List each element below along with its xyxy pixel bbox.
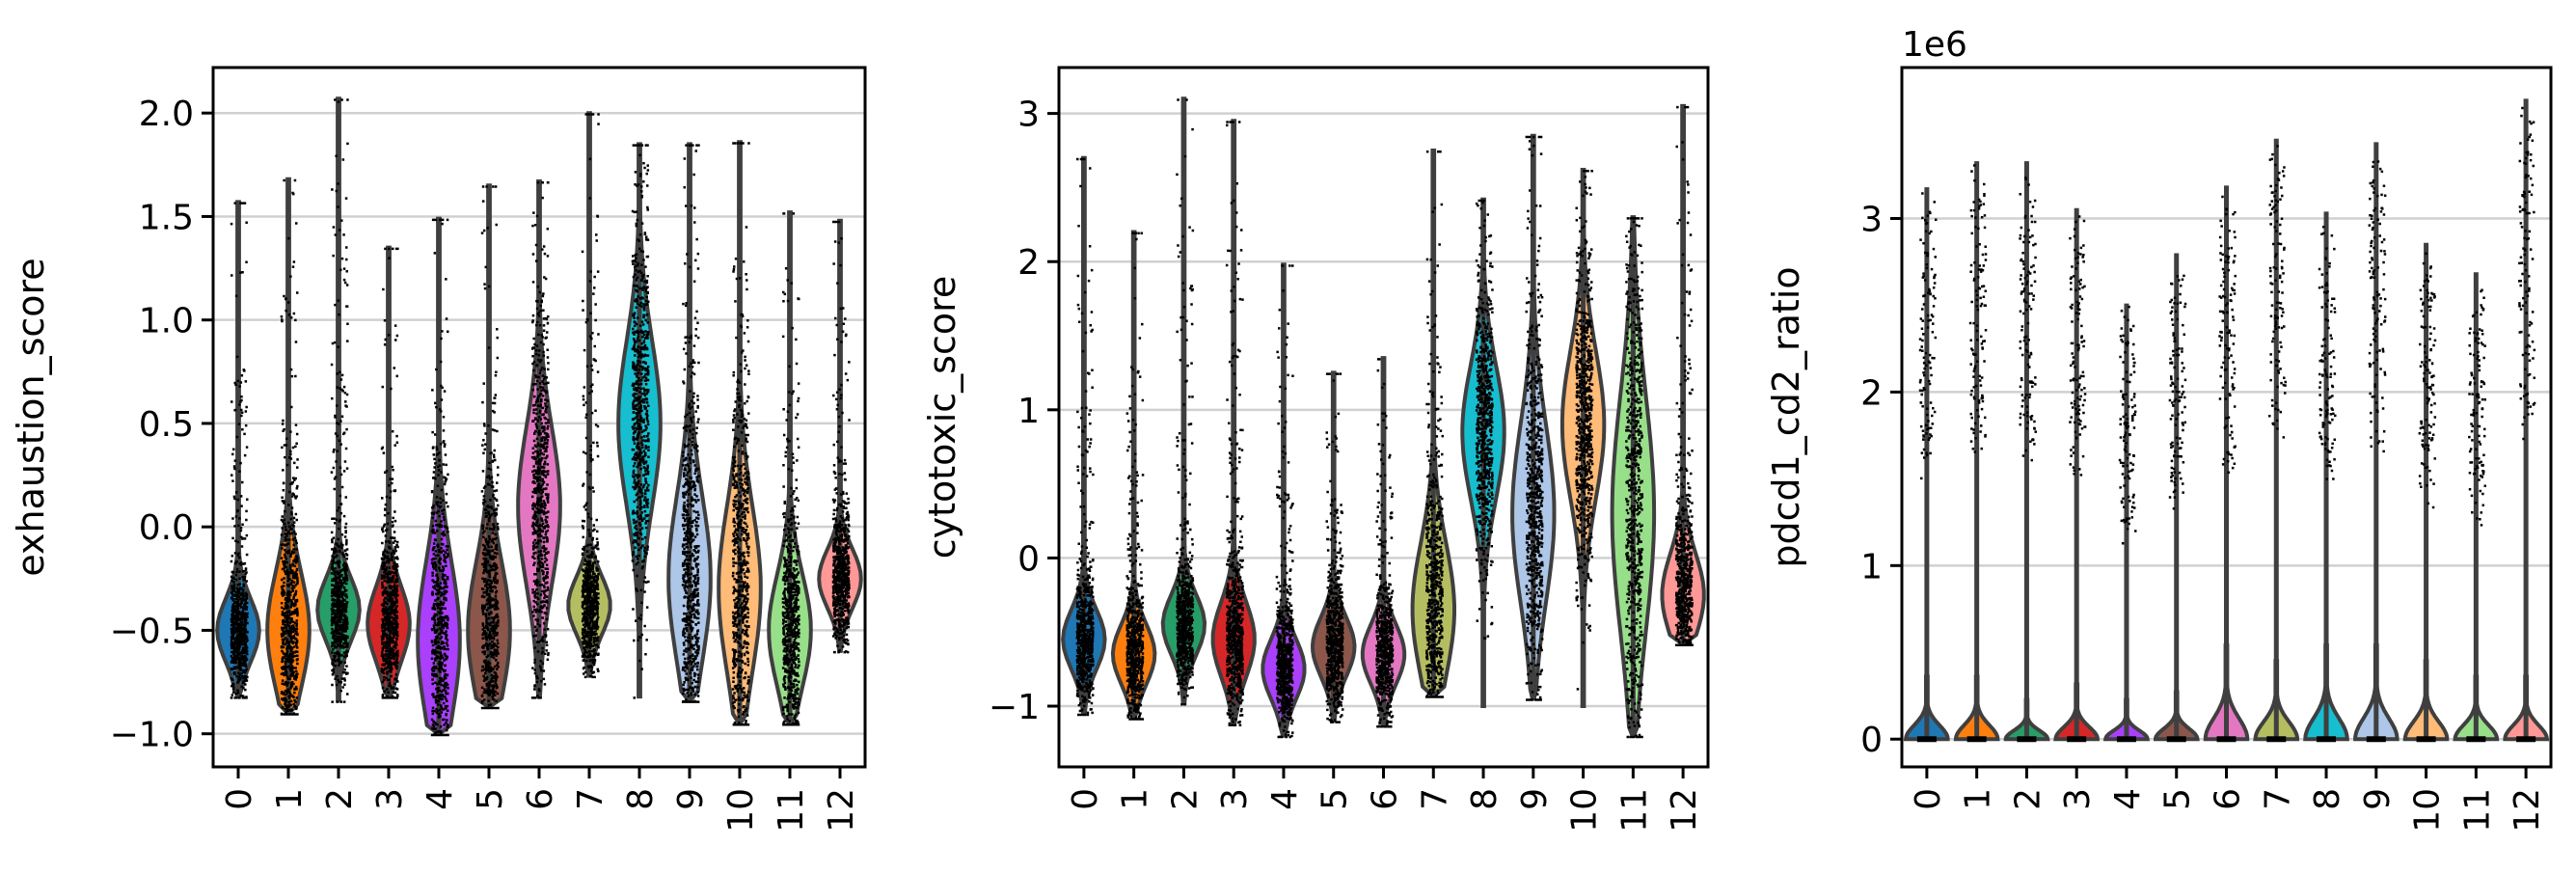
x-tick-label: 7 [2258, 788, 2297, 810]
jitter-points [1525, 135, 1544, 701]
y-tick-label: 0 [1860, 721, 1883, 760]
y-tick-label: −1.0 [110, 716, 194, 755]
jitter-points [781, 212, 800, 726]
jitter-points [2366, 160, 2387, 743]
jitter-points [2166, 274, 2187, 743]
jitter-points [1916, 192, 1938, 743]
y-axis-label: cytotoxic_score [921, 276, 963, 559]
jitter-points [430, 218, 449, 737]
x-tick-label: 11 [2457, 788, 2497, 832]
x-tick-label: 5 [2158, 788, 2198, 810]
y-tick-label: 1 [1017, 392, 1040, 431]
x-tick-label: 6 [521, 788, 560, 810]
jitter-points [330, 98, 349, 703]
jitter-points [631, 144, 650, 699]
x-tick-label: 8 [1465, 788, 1505, 810]
x-tick-label: 0 [1066, 788, 1105, 810]
x-tick-label: 9 [671, 788, 711, 810]
x-tick-label: 7 [571, 788, 610, 810]
y-tick-label: 2 [1860, 373, 1883, 413]
jitter-points [2216, 195, 2237, 743]
jitter-points [681, 144, 700, 703]
jitter-points [1674, 105, 1694, 646]
x-tick-label: 1 [270, 788, 310, 810]
jitter-points [530, 181, 550, 699]
x-tick-label: 0 [220, 788, 259, 810]
jitter-points [831, 220, 851, 654]
x-tick-label: 2 [2008, 788, 2047, 810]
x-tick-label: 6 [1366, 788, 1405, 810]
jitter-points [380, 247, 399, 699]
jitter-points [1625, 217, 1644, 739]
y-tick-label: −0.5 [110, 612, 194, 651]
jitter-points [1475, 199, 1494, 640]
axes-frame [211, 66, 867, 769]
x-tick-label: 2 [1165, 788, 1205, 810]
jitter-points [1375, 358, 1395, 728]
y-tick-label: 3 [1860, 201, 1883, 240]
jitter-points [1225, 121, 1244, 727]
x-tick-label: 12 [2508, 788, 2547, 832]
y-tick-label: 1.0 [139, 302, 194, 341]
jitter-points [1125, 232, 1145, 721]
x-tick-label: 2 [320, 788, 360, 810]
jitter-points [1425, 150, 1444, 698]
x-tick-label: 4 [1265, 788, 1305, 810]
x-tick-label: 10 [721, 788, 761, 832]
y-tick-label: 1 [1860, 547, 1883, 587]
jitter-points [1275, 264, 1294, 739]
x-tick-label: 12 [822, 788, 861, 832]
x-tick-label: 8 [2308, 788, 2347, 810]
y-tick-label: −1 [989, 688, 1040, 727]
y-axis-label: pdcd1_cd2_ratio [1765, 266, 1807, 567]
panel-0: −1.0−0.50.00.51.01.52.00 1 2 3 4 5 6 7 8 9 10 11 12e… [10, 66, 867, 832]
y-tick-label: 3 [1017, 95, 1040, 135]
jitter-points [280, 178, 299, 716]
y-tick-label: 2.0 [139, 95, 194, 134]
x-tick-label: 10 [1565, 788, 1605, 832]
x-tick-label: 5 [471, 788, 510, 810]
y-tick-label: 0.5 [139, 405, 194, 445]
x-tick-label: 12 [1665, 788, 1704, 832]
jitter-points [2017, 177, 2037, 743]
y-tick-label: 2 [1017, 243, 1040, 283]
jitter-points [2317, 226, 2337, 743]
jitter-points [1575, 170, 1594, 691]
y-tick-label: 0 [1017, 539, 1040, 579]
x-tick-label: 11 [1614, 788, 1654, 832]
jitter-points [581, 113, 600, 679]
x-tick-label: 10 [2408, 788, 2448, 832]
jitter-points [1325, 372, 1344, 723]
x-tick-label: 1 [1116, 788, 1155, 810]
jitter-points [1075, 157, 1095, 717]
jitter-points [1176, 98, 1195, 706]
x-tick-label: 4 [2108, 788, 2148, 810]
x-tick-label: 0 [1909, 788, 1948, 810]
x-tick-label: 3 [2058, 788, 2098, 810]
x-tick-label: 9 [2358, 788, 2398, 810]
x-tick-label: 3 [1215, 788, 1255, 810]
x-tick-label: 8 [621, 788, 661, 810]
axes-frame [1900, 66, 2553, 769]
y-tick-label: 1.5 [139, 198, 194, 237]
jitter-points [2466, 288, 2486, 743]
x-tick-label: 4 [420, 788, 460, 810]
x-tick-label: 11 [772, 788, 811, 832]
x-tick-label: 5 [1315, 788, 1355, 810]
jitter-points [480, 185, 500, 710]
y-axis-label: exhaustion_score [10, 258, 52, 576]
y-tick-label: 0.0 [139, 508, 194, 548]
x-tick-label: 9 [1515, 788, 1555, 810]
jitter-points [731, 142, 750, 726]
x-tick-label: 6 [2209, 788, 2248, 810]
axes-frame [1057, 66, 1710, 769]
x-tick-label: 1 [1959, 788, 1998, 810]
x-tick-label: 3 [370, 788, 410, 810]
x-tick-label: 7 [1415, 788, 1454, 810]
jitter-points [230, 202, 249, 699]
y-offset-label: 1e6 [1902, 25, 1967, 65]
